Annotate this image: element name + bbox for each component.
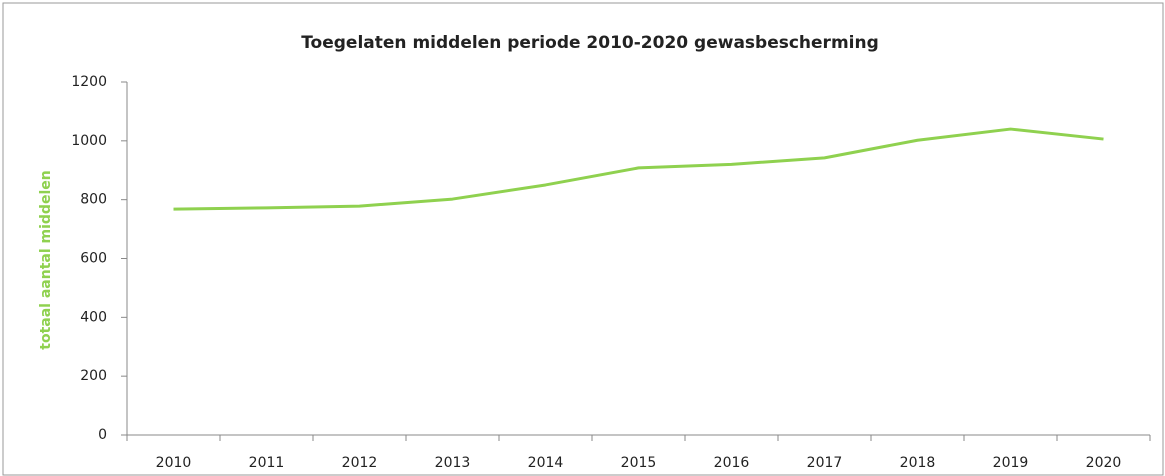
x-tick-label: 2010 xyxy=(156,455,192,471)
y-tick-label: 0 xyxy=(98,427,107,443)
chart-title: Toegelaten middelen periode 2010-2020 ge… xyxy=(301,33,879,53)
x-tick-label: 2013 xyxy=(435,455,471,471)
x-tick-label: 2019 xyxy=(993,455,1029,471)
y-tick-label: 600 xyxy=(80,251,107,267)
x-tick-label: 2016 xyxy=(714,455,750,471)
x-tick-label: 2017 xyxy=(807,455,843,471)
x-tick-label: 2015 xyxy=(621,455,657,471)
x-tick-label: 2012 xyxy=(342,455,378,471)
y-tick-label: 1200 xyxy=(71,74,107,90)
y-tick-label: 1000 xyxy=(71,133,107,149)
y-tick-label: 200 xyxy=(80,368,107,384)
y-tick-label: 400 xyxy=(80,309,107,325)
y-axis-label: totaal aantal middelen xyxy=(38,170,54,349)
x-tick-label: 2018 xyxy=(900,455,936,471)
x-tick-label: 2020 xyxy=(1086,455,1122,471)
x-tick-label: 2014 xyxy=(528,455,564,471)
x-tick-label: 2011 xyxy=(249,455,285,471)
line-series xyxy=(173,127,1104,211)
y-tick-label: 800 xyxy=(80,192,107,208)
